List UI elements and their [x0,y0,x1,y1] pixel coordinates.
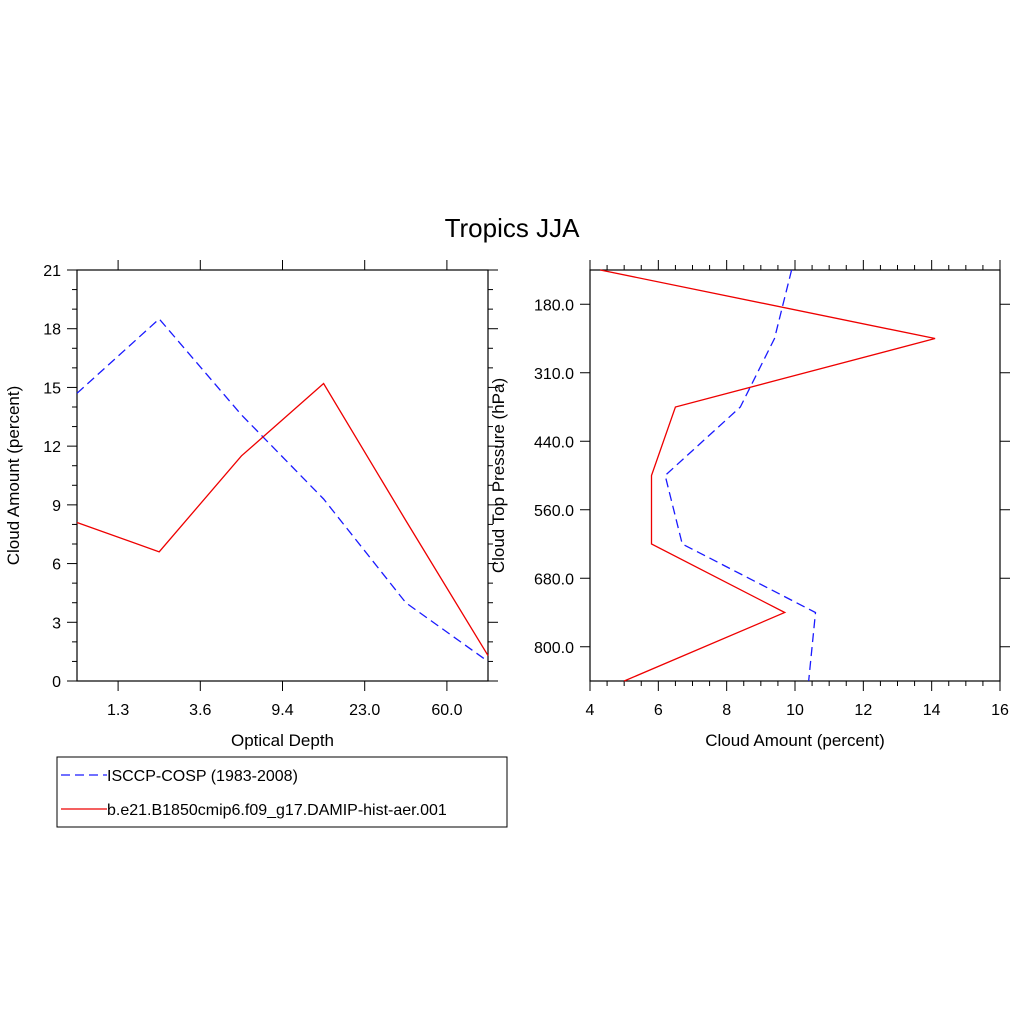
left-x-tick-label: 23.0 [349,702,380,719]
left-y-tick-label: 9 [52,498,61,515]
left-y-tick-label: 15 [43,380,61,397]
left-x-tick-label: 60.0 [431,702,462,719]
left-y-tick-label: 18 [43,322,61,339]
right-x-tick-label: 16 [991,702,1009,719]
right-x-tick-label: 8 [722,702,731,719]
legend-label-model: b.e21.B1850cmip6.f09_g17.DAMIP-hist-aer.… [107,802,447,819]
left-y-tick-label: 21 [43,263,61,280]
right-y-tick-label: 440.0 [534,434,574,451]
left-x-axis-label: Optical Depth [231,731,334,750]
right-series-isccp-line [664,269,817,682]
left-y-axis-label: Cloud Amount (percent) [4,386,23,566]
right-x-tick-label: 4 [586,702,595,719]
left-x-tick-label: 9.4 [271,702,293,719]
right-y-tick-label: 680.0 [534,571,574,588]
right-series-model-line [600,269,936,682]
left-y-tick-label: 12 [43,439,61,456]
left-panel-optical-depth: 0 3 6 9 12 15 18 21 1.3 3.6 9.4 23.0 60.0 Optical Dep… [4,260,498,750]
legend: ISCCP-COSP (1983-2008) b.e21.B1850cmip6.f… [56,756,508,828]
left-x-tick-label: 3.6 [189,702,211,719]
right-y-tick-label: 560.0 [534,503,574,520]
right-x-tick-label: 14 [923,702,941,719]
right-y-tick-label: 800.0 [534,640,574,657]
chart-title: Tropics JJA [445,213,580,243]
left-plot-frame [76,269,489,682]
right-y-tick-label: 180.0 [534,297,574,314]
left-y-tick-label: 0 [52,674,61,691]
legend-box [56,756,508,828]
left-x-tick-label: 1.3 [107,702,129,719]
right-panel-cloud-top-pressure: 4 6 8 10 12 14 16 180.0 310.0 440.0 560.0 680.0 800.… [489,260,1010,750]
left-series-isccp-line [76,317,489,662]
left-y-tick-label: 6 [52,557,61,574]
right-y-tick-label: 310.0 [534,366,574,383]
right-x-tick-label: 12 [854,702,872,719]
right-x-axis-label: Cloud Amount (percent) [705,731,885,750]
right-x-tick-label: 6 [654,702,663,719]
right-x-tick-label: 10 [786,702,804,719]
legend-label-isccp: ISCCP-COSP (1983-2008) [107,768,298,785]
left-y-tick-label: 3 [52,615,61,632]
right-y-axis-label: Cloud Top Pressure (hPa) [489,378,508,573]
left-series-model-line [76,382,489,656]
